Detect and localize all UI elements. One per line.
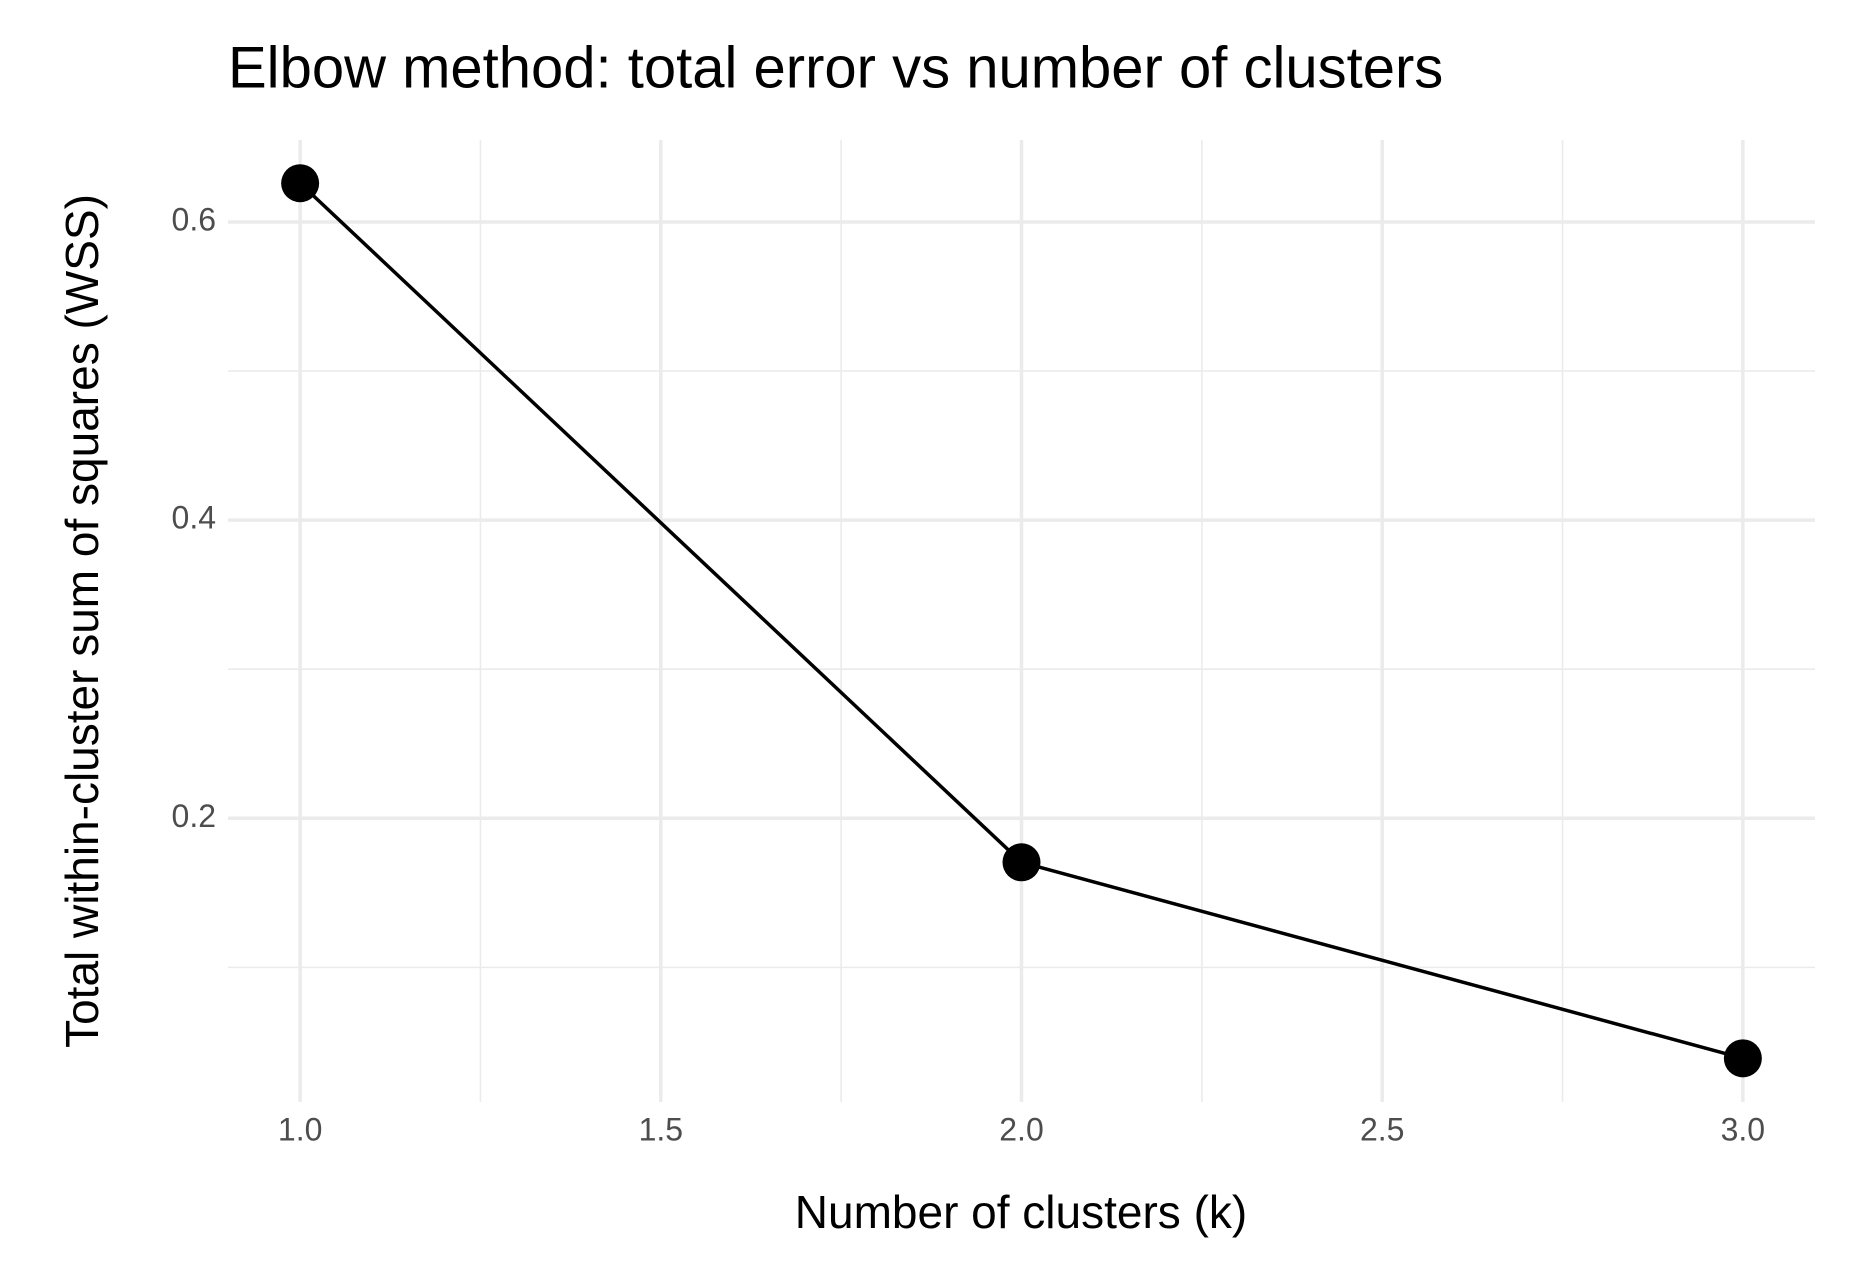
point [1002, 843, 1041, 882]
point [1723, 1039, 1762, 1078]
y-axis-title: Total within-cluster sum of squares (WSS… [56, 194, 108, 1048]
y-tick-label: 0.4 [172, 500, 216, 536]
x-tick-label: 1.5 [639, 1111, 683, 1147]
y-tick-label: 0.6 [172, 201, 216, 237]
chart-title: Elbow method: total error vs number of c… [228, 35, 1443, 100]
x-tick-label: 1.0 [278, 1111, 322, 1147]
x-tick-label: 2.0 [999, 1111, 1043, 1147]
x-axis-title: Number of clusters (k) [795, 1186, 1247, 1238]
point [281, 164, 320, 203]
x-tick-label: 3.0 [1721, 1111, 1765, 1147]
x-tick-label: 2.5 [1360, 1111, 1404, 1147]
y-tick-label: 0.2 [172, 798, 216, 834]
